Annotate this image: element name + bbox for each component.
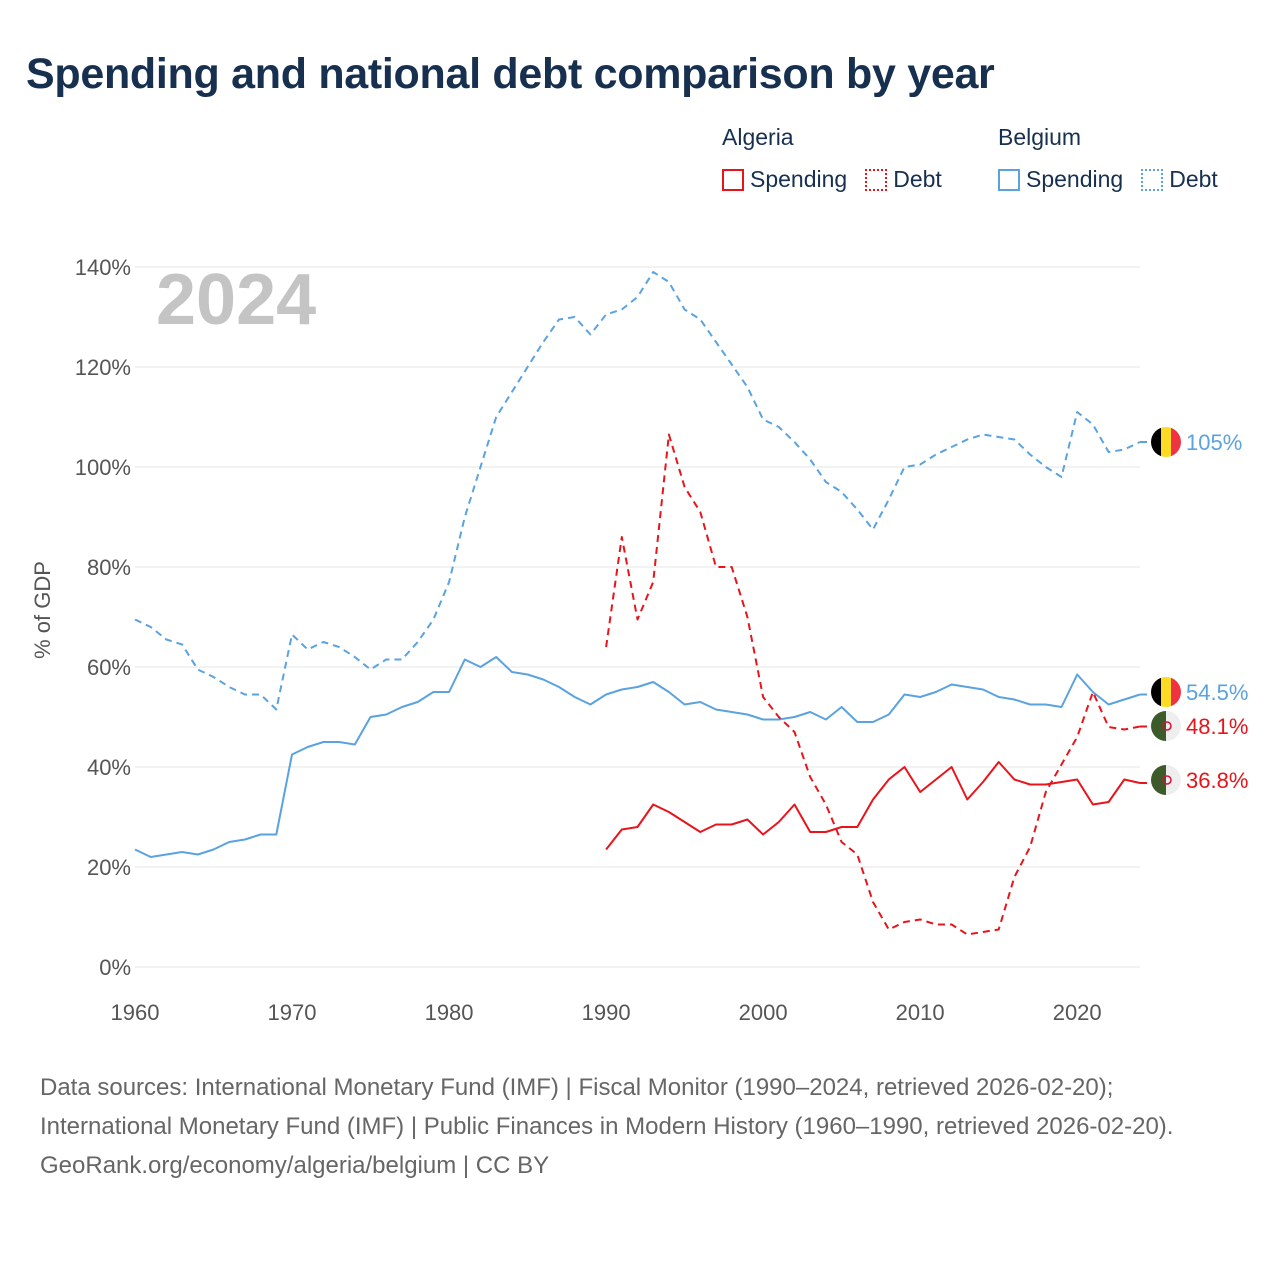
y-tick-label: 40% xyxy=(87,755,131,780)
year-watermark: 2024 xyxy=(156,260,316,340)
legend-label: Spending xyxy=(750,166,848,192)
end-value-label: 48.1% xyxy=(1186,714,1248,739)
data-sources: Data sources: International Monetary Fun… xyxy=(40,1074,1174,1140)
legend-swatch xyxy=(998,168,1020,191)
end-value-label: 36.8% xyxy=(1186,768,1248,793)
y-tick-label: 20% xyxy=(87,855,131,880)
x-tick-label: 2000 xyxy=(739,1000,788,1025)
y-tick-label: 120% xyxy=(75,355,131,380)
legend-group-name: Algeria xyxy=(722,124,794,150)
chart-title: Spending and national debt comparison by… xyxy=(26,50,995,98)
x-tick-label: 1980 xyxy=(425,1000,474,1025)
x-tick-label: 1990 xyxy=(582,1000,631,1025)
x-tick-label: 2020 xyxy=(1053,1000,1102,1025)
belgium-spending-line xyxy=(134,656,1141,858)
legend-label: Debt xyxy=(893,166,942,192)
series xyxy=(134,271,1166,936)
end-markers: 105% 54.5% 48.1% 36.8% xyxy=(1151,427,1248,795)
y-tick-label: 0% xyxy=(99,955,131,980)
line-chart: 0%20%40%60%80%100%120%140% 1960 1970 1980 1… xyxy=(30,255,1248,1025)
grid xyxy=(135,266,1140,968)
end-value-label: 105% xyxy=(1186,430,1242,455)
legend-algeria-debt[interactable]: Debt xyxy=(865,166,942,193)
y-axis: 0% 20% 40% 60% 80% 100% 120% 140% xyxy=(75,255,131,980)
x-tick-label: 1970 xyxy=(268,1000,317,1025)
legend-swatch xyxy=(865,168,888,191)
algeria-spending-line xyxy=(605,761,1141,851)
legend-belgium-spending[interactable]: Spending xyxy=(998,166,1123,193)
legend-label: Debt xyxy=(1169,166,1218,192)
x-tick-label: 2010 xyxy=(896,1000,945,1025)
belgium-flag-icon xyxy=(1151,677,1181,707)
belgium-flag-icon xyxy=(1151,427,1181,457)
legend-belgium-debt[interactable]: Debt xyxy=(1141,166,1218,193)
end-value-label: 54.5% xyxy=(1186,680,1248,705)
algeria-flag-icon xyxy=(1151,765,1181,795)
x-axis: 1960 1970 1980 1990 2000 2010 2020 xyxy=(111,1000,1102,1025)
algeria-debt-line xyxy=(605,433,1141,936)
y-axis-label: % of GDP xyxy=(30,561,55,659)
belgium-debt-line xyxy=(134,271,1141,711)
legend-algeria-spending[interactable]: Spending xyxy=(722,166,847,193)
footer: Data sources: International Monetary Fun… xyxy=(40,1068,1240,1185)
legend-group-belgium: Belgium Spending Debt xyxy=(998,124,1236,193)
legend-group-name: Belgium xyxy=(998,124,1082,150)
legend-swatch xyxy=(1141,168,1164,191)
y-tick-label: 100% xyxy=(75,455,131,480)
algeria-flag-icon xyxy=(1151,711,1181,741)
legend-group-algeria: Algeria Spending Debt xyxy=(722,124,960,193)
x-tick-label: 1960 xyxy=(111,1000,160,1025)
legend-swatch xyxy=(722,168,744,191)
legend-label: Spending xyxy=(1026,166,1124,192)
y-tick-label: 80% xyxy=(87,555,131,580)
y-tick-label: 60% xyxy=(87,655,131,680)
credit-line: GeoRank.org/economy/algeria/belgium | CC… xyxy=(40,1152,550,1179)
y-tick-label: 140% xyxy=(75,255,131,280)
